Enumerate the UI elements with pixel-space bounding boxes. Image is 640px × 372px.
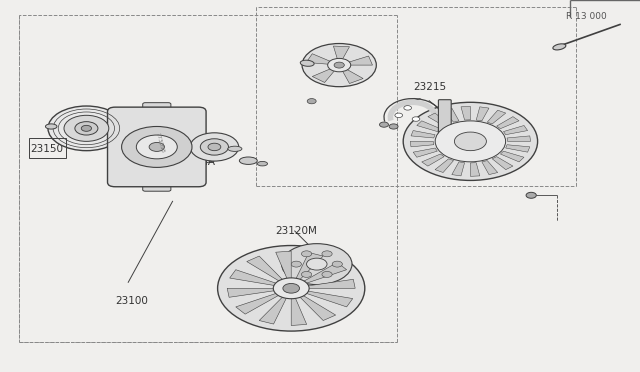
Circle shape	[435, 121, 506, 162]
Circle shape	[334, 62, 344, 68]
Circle shape	[380, 122, 388, 127]
Circle shape	[412, 117, 420, 121]
Text: 23100: 23100	[115, 296, 148, 306]
Circle shape	[218, 246, 365, 331]
Polygon shape	[476, 107, 489, 121]
Polygon shape	[443, 108, 459, 122]
Ellipse shape	[257, 161, 268, 166]
Polygon shape	[303, 279, 355, 288]
Polygon shape	[312, 68, 335, 83]
FancyBboxPatch shape	[100, 122, 120, 144]
Text: 23120MA: 23120MA	[166, 157, 216, 167]
Circle shape	[301, 272, 312, 278]
Circle shape	[273, 278, 309, 299]
FancyBboxPatch shape	[143, 103, 171, 114]
Text: 7730S3: 7730S3	[155, 132, 165, 154]
Text: R 13 000: R 13 000	[566, 12, 607, 21]
Polygon shape	[461, 106, 470, 120]
Polygon shape	[348, 56, 372, 65]
Ellipse shape	[553, 44, 566, 50]
Polygon shape	[507, 136, 531, 141]
Ellipse shape	[239, 157, 257, 164]
Polygon shape	[410, 141, 434, 147]
Circle shape	[328, 58, 351, 72]
Circle shape	[75, 122, 98, 135]
Circle shape	[454, 132, 486, 151]
Circle shape	[48, 106, 125, 151]
Polygon shape	[236, 292, 282, 314]
Polygon shape	[497, 117, 519, 129]
Polygon shape	[247, 256, 285, 283]
Circle shape	[122, 126, 192, 167]
Circle shape	[301, 251, 312, 257]
Polygon shape	[411, 131, 435, 138]
Polygon shape	[452, 162, 465, 176]
Polygon shape	[435, 159, 454, 173]
Polygon shape	[307, 54, 332, 64]
Polygon shape	[230, 270, 280, 286]
FancyBboxPatch shape	[143, 180, 171, 191]
Circle shape	[389, 124, 398, 129]
Circle shape	[200, 139, 228, 155]
Polygon shape	[428, 113, 449, 126]
Circle shape	[149, 142, 164, 151]
Circle shape	[526, 192, 536, 198]
Circle shape	[136, 135, 177, 159]
FancyBboxPatch shape	[438, 100, 451, 138]
Polygon shape	[413, 148, 437, 157]
Circle shape	[81, 125, 92, 131]
Circle shape	[208, 143, 221, 151]
Circle shape	[64, 115, 109, 141]
Polygon shape	[482, 161, 498, 174]
Circle shape	[322, 251, 332, 257]
Circle shape	[283, 283, 300, 293]
Circle shape	[322, 272, 332, 278]
Circle shape	[307, 258, 327, 270]
Polygon shape	[500, 151, 524, 162]
Circle shape	[291, 261, 301, 267]
Ellipse shape	[228, 146, 242, 151]
Polygon shape	[492, 157, 513, 170]
FancyBboxPatch shape	[108, 107, 206, 187]
Polygon shape	[298, 294, 335, 321]
Circle shape	[403, 102, 538, 180]
Polygon shape	[276, 251, 291, 281]
Circle shape	[190, 133, 239, 161]
Polygon shape	[487, 110, 506, 124]
Text: 23120M: 23120M	[275, 226, 317, 235]
Polygon shape	[470, 163, 480, 176]
Circle shape	[307, 99, 316, 104]
Polygon shape	[506, 145, 530, 152]
Polygon shape	[291, 295, 307, 326]
Polygon shape	[417, 121, 440, 132]
Polygon shape	[422, 154, 444, 166]
Polygon shape	[333, 46, 349, 60]
Polygon shape	[300, 263, 347, 285]
Polygon shape	[504, 125, 527, 135]
Polygon shape	[302, 291, 353, 307]
Polygon shape	[227, 288, 279, 297]
Circle shape	[395, 113, 403, 118]
Polygon shape	[342, 69, 363, 83]
Circle shape	[332, 261, 342, 267]
Circle shape	[302, 44, 376, 87]
Ellipse shape	[300, 60, 314, 66]
Circle shape	[404, 106, 412, 110]
Ellipse shape	[45, 124, 57, 129]
Polygon shape	[259, 295, 287, 324]
Text: 23215: 23215	[413, 83, 446, 92]
Text: 23150: 23150	[31, 144, 64, 154]
Polygon shape	[295, 253, 323, 282]
Circle shape	[282, 244, 352, 285]
